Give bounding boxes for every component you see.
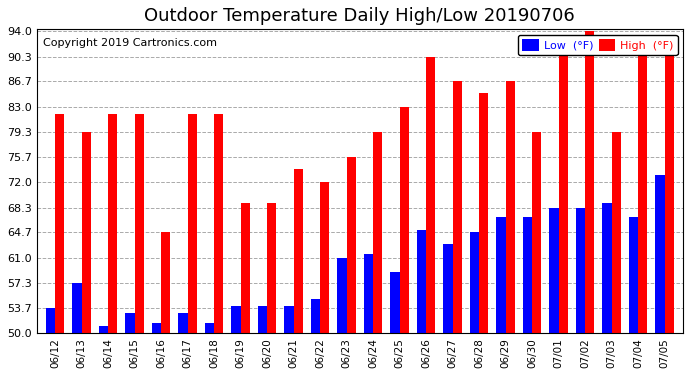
- Bar: [656, 176, 664, 333]
- Bar: [496, 217, 506, 333]
- Bar: [611, 132, 621, 333]
- Bar: [453, 81, 462, 333]
- Bar: [417, 230, 426, 333]
- Bar: [585, 32, 594, 333]
- Bar: [664, 52, 673, 333]
- Bar: [575, 208, 585, 333]
- Bar: [284, 306, 294, 333]
- Bar: [81, 132, 91, 333]
- Bar: [46, 308, 55, 333]
- Bar: [532, 132, 542, 333]
- Bar: [470, 232, 479, 333]
- Bar: [108, 114, 117, 333]
- Bar: [311, 299, 320, 333]
- Bar: [638, 52, 647, 333]
- Bar: [320, 182, 329, 333]
- Bar: [549, 208, 558, 333]
- Bar: [391, 272, 400, 333]
- Bar: [294, 169, 303, 333]
- Bar: [426, 57, 435, 333]
- Bar: [443, 244, 453, 333]
- Bar: [188, 114, 197, 333]
- Bar: [231, 306, 241, 333]
- Bar: [558, 52, 568, 333]
- Bar: [214, 114, 224, 333]
- Bar: [258, 306, 267, 333]
- Bar: [506, 81, 515, 333]
- Bar: [205, 323, 214, 333]
- Text: Copyright 2019 Cartronics.com: Copyright 2019 Cartronics.com: [43, 38, 217, 48]
- Bar: [55, 114, 64, 333]
- Bar: [135, 114, 144, 333]
- Bar: [337, 258, 346, 333]
- Bar: [400, 107, 409, 333]
- Bar: [179, 313, 188, 333]
- Bar: [479, 93, 489, 333]
- Bar: [602, 203, 611, 333]
- Bar: [629, 217, 638, 333]
- Bar: [346, 157, 356, 333]
- Bar: [152, 323, 161, 333]
- Bar: [523, 217, 532, 333]
- Title: Outdoor Temperature Daily High/Low 20190706: Outdoor Temperature Daily High/Low 20190…: [144, 7, 575, 25]
- Bar: [161, 232, 170, 333]
- Bar: [72, 283, 81, 333]
- Bar: [373, 132, 382, 333]
- Bar: [267, 203, 277, 333]
- Bar: [99, 327, 108, 333]
- Legend: Low  (°F), High  (°F): Low (°F), High (°F): [518, 35, 678, 55]
- Bar: [364, 254, 373, 333]
- Bar: [126, 313, 135, 333]
- Bar: [241, 203, 250, 333]
